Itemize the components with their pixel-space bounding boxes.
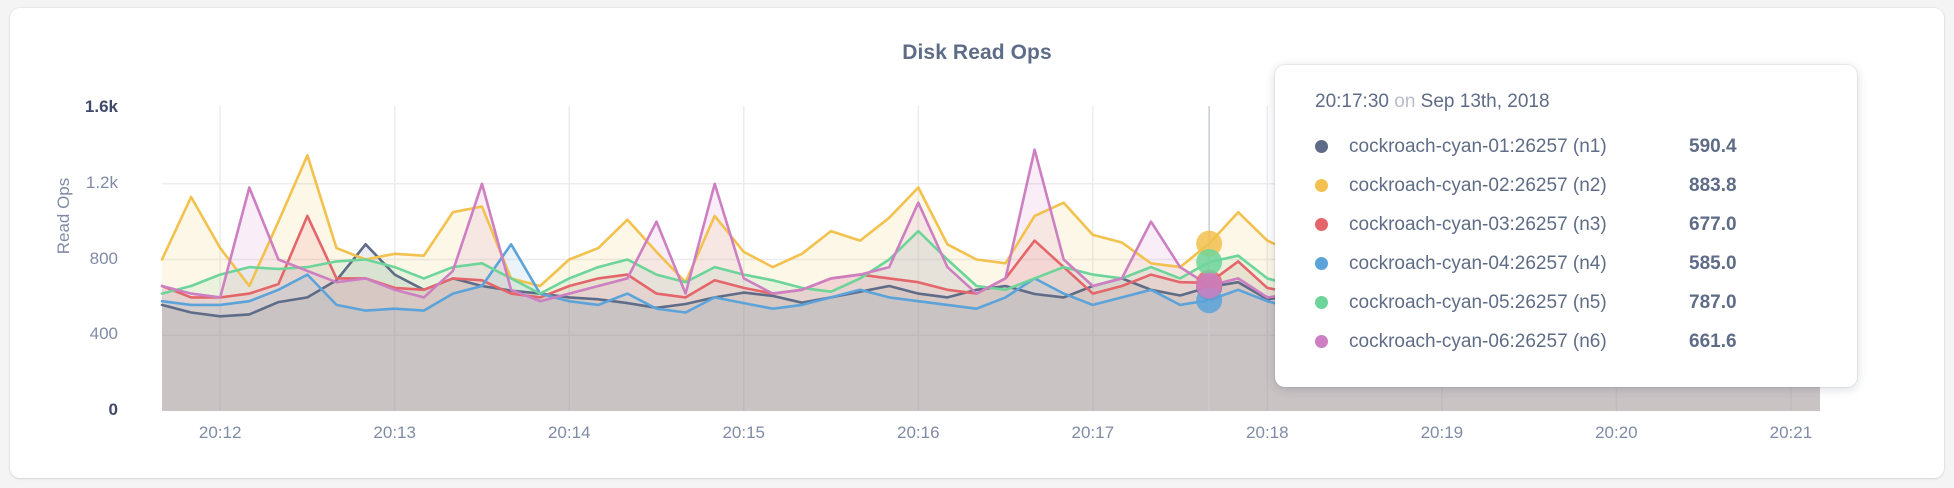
x-axis-tick-label: 20:15 <box>722 423 766 442</box>
series-color-dot-icon <box>1315 218 1328 231</box>
series-color-dot-icon <box>1315 296 1328 309</box>
tooltip-series-value: 787.0 <box>1689 291 1737 313</box>
tooltip-series-label: cockroach-cyan-06:26257 (n6) <box>1349 330 1607 352</box>
tooltip-series-row: cockroach-cyan-02:26257 (n2) 883.8 <box>1315 166 1823 205</box>
tooltip-series-value: 883.8 <box>1689 174 1737 196</box>
tooltip-date: Sep 13th, 2018 <box>1420 91 1550 112</box>
x-axis-tick-label: 20:16 <box>896 423 940 442</box>
page-title: Disk Read Ops <box>902 41 1052 64</box>
x-axis-tick-label: 20:21 <box>1769 423 1813 442</box>
x-axis-tick-label: 20:20 <box>1595 423 1638 442</box>
hover-tooltip: 20:17:30 on Sep 13th, 2018 cockroach-cya… <box>1275 65 1857 387</box>
tooltip-series-list: cockroach-cyan-01:26257 (n1) 590.4 cockroa… <box>1315 127 1823 361</box>
tooltip-on-word: on <box>1394 91 1416 112</box>
hover-point-markers <box>1196 230 1223 314</box>
y-axis-tick-label: 800 <box>89 248 118 268</box>
hover-marker <box>1196 248 1223 275</box>
tooltip-series-label: cockroach-cyan-01:26257 (n1) <box>1349 135 1607 157</box>
hover-marker <box>1196 230 1223 257</box>
tooltip-series-row: cockroach-cyan-01:26257 (n1) 590.4 <box>1315 127 1823 166</box>
tooltip-series-row: cockroach-cyan-04:26257 (n4) 585.0 <box>1315 244 1823 283</box>
tooltip-time: 20:17:30 <box>1315 91 1389 112</box>
series-color-dot-icon <box>1315 257 1328 270</box>
tooltip-series-row: cockroach-cyan-06:26257 (n6) 661.6 <box>1315 322 1823 361</box>
x-axis-tick-label: 20:14 <box>547 423 591 442</box>
series-color-dot-icon <box>1315 179 1328 192</box>
tooltip-series-label: cockroach-cyan-04:26257 (n4) <box>1349 252 1607 274</box>
series-color-dot-icon <box>1315 335 1328 348</box>
tooltip-series-row: cockroach-cyan-05:26257 (n5) 787.0 <box>1315 283 1823 322</box>
tooltip-series-value: 661.6 <box>1689 330 1737 352</box>
tooltip-series-label: cockroach-cyan-03:26257 (n3) <box>1349 213 1607 235</box>
tooltip-series-label: cockroach-cyan-05:26257 (n5) <box>1349 291 1607 313</box>
x-axis-tick-label: 20:19 <box>1420 423 1464 442</box>
y-axis-tick-label: 400 <box>89 324 118 344</box>
y-axis-tick-label: 1.2k <box>85 172 118 192</box>
tooltip-timestamp: 20:17:30 on Sep 13th, 2018 <box>1315 91 1823 113</box>
x-axis-tick-label: 20:17 <box>1071 423 1115 442</box>
x-axis-tick-label: 20:18 <box>1246 423 1289 442</box>
tooltip-series-value: 585.0 <box>1689 252 1737 274</box>
tooltip-series-value: 677.0 <box>1689 213 1737 235</box>
tooltip-series-label: cockroach-cyan-02:26257 (n2) <box>1349 174 1607 196</box>
series-color-dot-icon <box>1315 140 1328 153</box>
chart-card: Disk Read Ops Read Ops 0 400 800 1.2k 1.6k 2… <box>10 8 1944 478</box>
y-axis-tick-label: 0 <box>108 400 118 419</box>
tooltip-series-value: 590.4 <box>1689 135 1737 157</box>
x-axis-tick-label: 20:13 <box>373 423 416 442</box>
tooltip-series-row: cockroach-cyan-03:26257 (n3) 677.0 <box>1315 205 1823 244</box>
x-axis-tick-label: 20:12 <box>198 423 242 442</box>
y-axis-tick-label: 1.6k <box>84 97 118 116</box>
hover-marker <box>1196 272 1223 299</box>
